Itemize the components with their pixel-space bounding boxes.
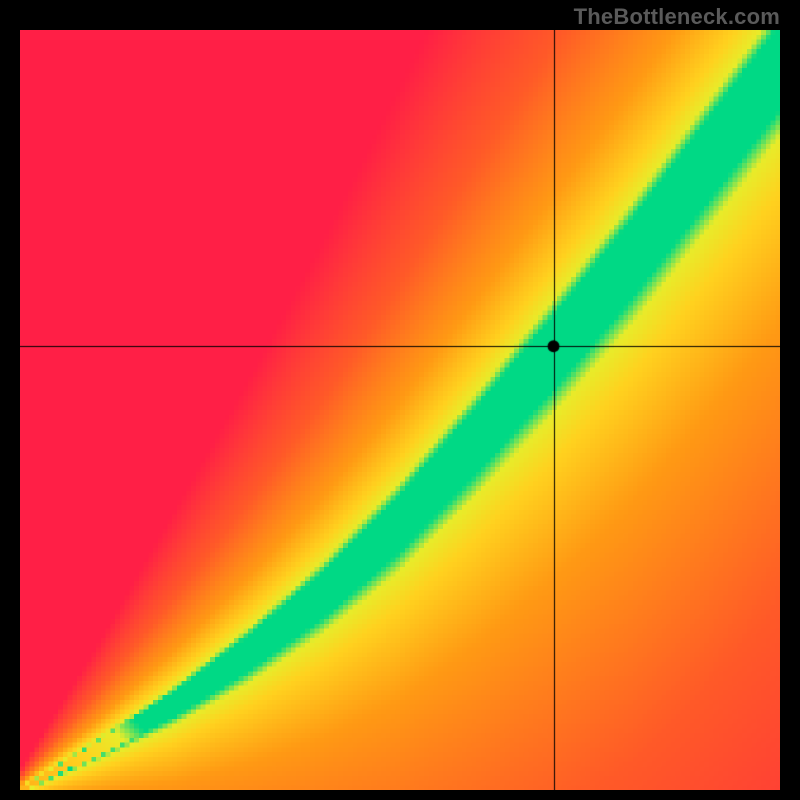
- crosshair-overlay: [20, 30, 780, 790]
- chart-container: TheBottleneck.com: [0, 0, 800, 800]
- watermark-text: TheBottleneck.com: [574, 4, 780, 30]
